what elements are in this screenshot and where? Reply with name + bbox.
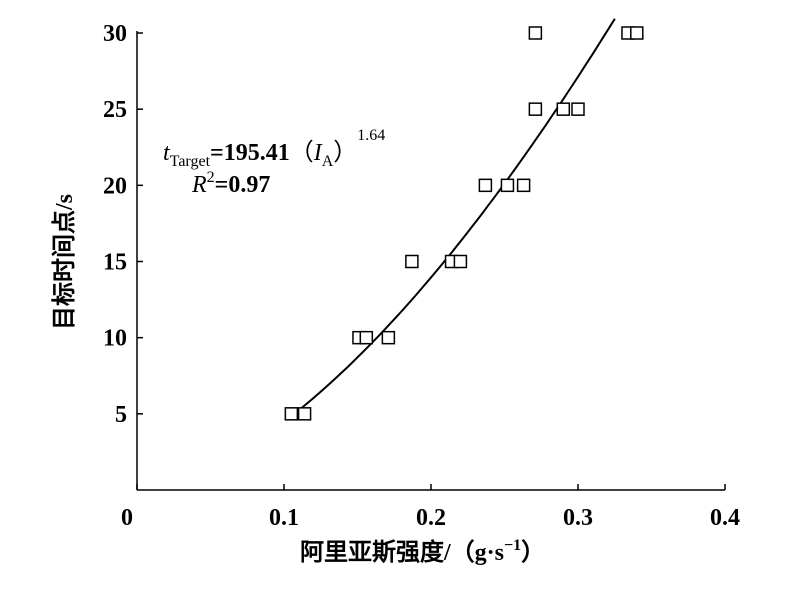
eq-var: I — [313, 140, 323, 166]
point — [405, 254, 419, 269]
point — [500, 178, 515, 193]
fit-curve — [298, 18, 616, 412]
x-label-text: 阿里亚斯强度/（g·s — [300, 538, 504, 566]
y-tick-label: 30 — [103, 21, 127, 47]
eq-coefficient: 195.41 — [224, 140, 290, 166]
y-tick-label: 20 — [103, 173, 127, 199]
r2-text: R2=0.97 — [191, 169, 270, 198]
eq-open: （ — [290, 140, 314, 166]
r2-eq: = — [215, 172, 229, 198]
x-tick-label: 0.4 — [710, 505, 740, 531]
y-tick-label: 10 — [103, 326, 127, 352]
y-tick-label: 25 — [103, 97, 127, 123]
point — [381, 330, 396, 345]
r2-sup: 2 — [207, 169, 215, 186]
point — [478, 178, 493, 193]
eq-var-sub: A — [322, 153, 334, 170]
point — [297, 407, 312, 421]
point — [453, 254, 468, 269]
x-tick-label: 0.2 — [416, 505, 446, 531]
point — [528, 26, 543, 40]
x-tick-label: 0.1 — [269, 505, 299, 531]
fit-equation: tTarget=195.41（IA）1.64 — [163, 127, 385, 170]
x-tick-label: 0.3 — [563, 505, 593, 531]
x-label-sup: −1 — [504, 537, 521, 554]
y-axis-label: 目标时间点/s — [51, 194, 78, 330]
point — [556, 102, 571, 116]
eq-lhs: t — [163, 140, 171, 166]
point — [516, 178, 531, 193]
eq-lhs-sub: Target — [170, 153, 211, 170]
eq-sign: = — [210, 140, 224, 166]
x-tick-label: 0 — [121, 505, 133, 531]
point — [630, 26, 644, 40]
x-axis-label: 阿里亚斯强度/（g·s−1） — [300, 537, 545, 566]
x-label-close: ） — [521, 539, 545, 566]
r2-value: 0.97 — [228, 172, 270, 198]
r2-label: R — [191, 172, 207, 198]
y-tick-label: 15 — [103, 250, 127, 276]
y-tick-label: 5 — [115, 402, 127, 428]
point — [359, 330, 374, 345]
eq-exponent: 1.64 — [357, 127, 385, 144]
point — [571, 102, 585, 116]
eq-close: ） — [333, 140, 357, 166]
point — [284, 407, 299, 421]
point — [528, 102, 543, 116]
